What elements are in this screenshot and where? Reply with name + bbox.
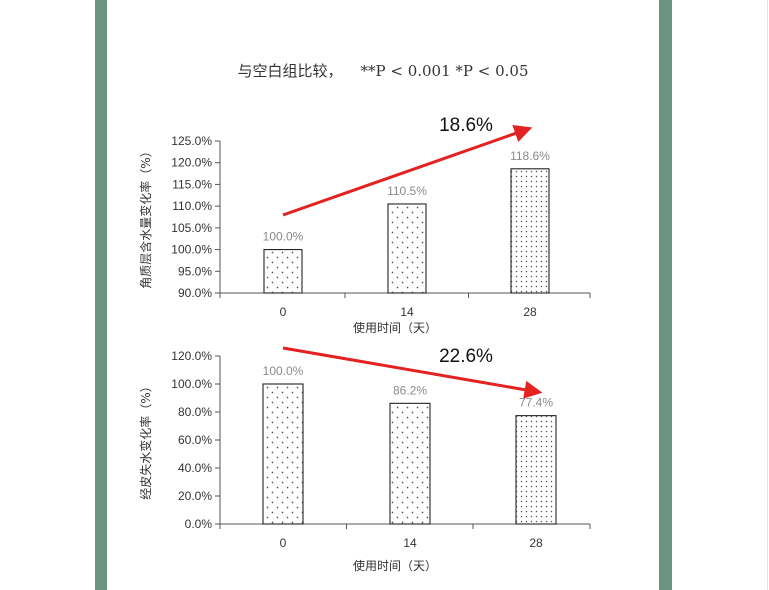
- chart-2-x-tick-label: 14: [403, 536, 417, 550]
- comparison-header: 与空白组比较， **P < 0.001 *P < 0.05: [107, 60, 659, 81]
- chart-1-y-tick-label: 115.0%: [172, 177, 212, 191]
- chart-2-change-annotation: 22.6%: [439, 346, 493, 367]
- chart-1-y-tick-label: 100.0%: [171, 243, 212, 257]
- chart-1-bar: [387, 203, 427, 294]
- content-card: [107, 0, 659, 590]
- chart-1-bar: [510, 168, 550, 294]
- chart-1-change-annotation: 18.6%: [439, 115, 493, 136]
- chart-2-data-label: 100.0%: [263, 364, 304, 378]
- chart-1-y-tick-label: 95.0%: [178, 264, 212, 278]
- chart-1-bar: [263, 249, 303, 294]
- page-edge-line: [767, 0, 768, 590]
- chart-2-y-tick-label: 120.0%: [171, 349, 212, 363]
- chart-2-y-tick-label: 20.0%: [178, 489, 212, 503]
- chart-1-data-label: 100.0%: [263, 230, 304, 244]
- chart-1-y-tick-label: 125.0%: [171, 134, 212, 148]
- chart-2-data-label: 86.2%: [393, 383, 427, 397]
- left-frame-border: [95, 0, 107, 590]
- chart-2-trend-arrow: [282, 346, 543, 399]
- chart-2-y-tick-label: 60.0%: [178, 433, 212, 447]
- chart-2-data-label: 77.4%: [519, 396, 553, 410]
- chart-2-x-tick-label: 28: [529, 536, 543, 550]
- chart-1-y-tick-label: 90.0%: [178, 286, 212, 300]
- chart-2-y-axis-title: 经皮失水变化率（%）: [138, 380, 153, 499]
- chart-1-y-axis-title: 角质层含水量变化率（%）: [138, 145, 153, 288]
- chart-1-data-label: 118.6%: [510, 149, 550, 163]
- chart-2-bar: [515, 415, 557, 525]
- chart-1-data-label: 110.5%: [387, 184, 427, 198]
- chart-2-y-tick-label: 80.0%: [178, 405, 212, 419]
- chart-1-x-tick-label: 14: [400, 305, 414, 319]
- chart-2-x-tick-label: 0: [280, 536, 287, 550]
- significance-text: **P < 0.001 *P < 0.05: [360, 62, 529, 80]
- chart-2-y-tick-label: 0.0%: [185, 517, 213, 531]
- chart-2-y-tick-label: 100.0%: [171, 377, 212, 391]
- chart-1-y-tick-label: 105.0%: [171, 221, 212, 235]
- chart-1-x-tick-label: 0: [280, 305, 287, 319]
- chart-1-trend-arrow: [282, 124, 533, 217]
- comparison-text: 与空白组比较，: [237, 62, 343, 80]
- right-frame-border: [659, 0, 672, 590]
- chart-2-bar: [262, 383, 304, 525]
- chart-2-bar: [389, 402, 431, 525]
- chart-2-y-tick-label: 40.0%: [178, 461, 212, 475]
- chart-1-x-tick-label: 28: [523, 305, 537, 319]
- chart-1-x-axis-title: 使用时间（天）: [353, 320, 437, 335]
- chart-1-y-tick-label: 110.0%: [172, 199, 212, 213]
- chart-1-y-tick-label: 120.0%: [171, 156, 212, 170]
- chart-2-x-axis-title: 使用时间（天）: [353, 558, 437, 573]
